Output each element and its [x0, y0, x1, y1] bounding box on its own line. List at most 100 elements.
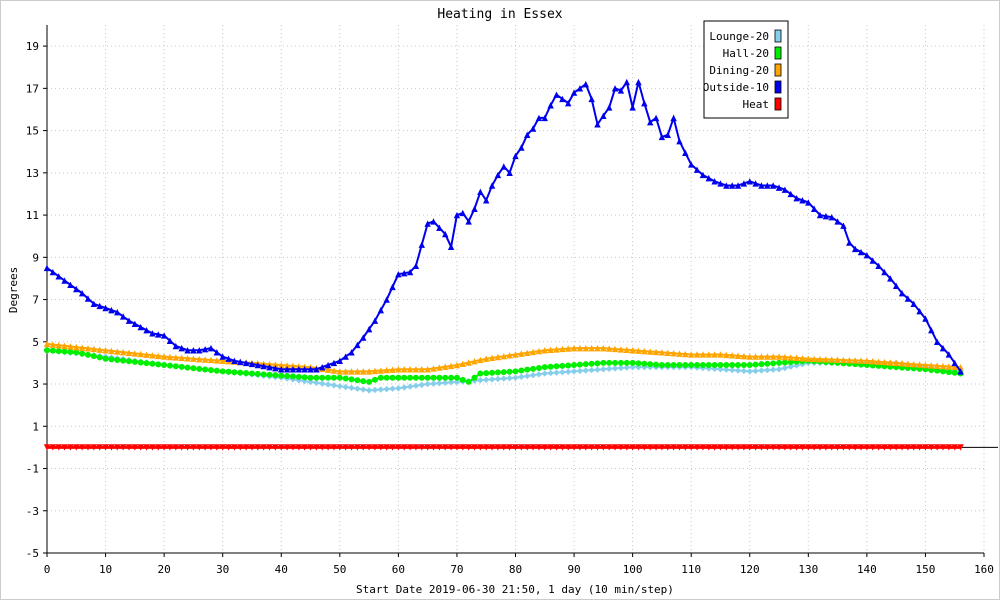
data-point — [307, 444, 314, 451]
data-point — [588, 444, 595, 451]
data-point — [67, 444, 74, 451]
data-point — [705, 444, 712, 451]
data-point — [67, 343, 74, 350]
data-point — [758, 182, 765, 189]
data-point — [735, 362, 742, 369]
data-point — [383, 296, 390, 303]
data-point — [810, 444, 818, 451]
data-point — [219, 444, 226, 451]
data-point — [922, 444, 929, 451]
data-point — [447, 444, 455, 451]
data-point — [61, 348, 68, 355]
data-point — [635, 444, 642, 451]
data-point — [769, 182, 777, 189]
data-point — [594, 360, 601, 367]
data-point — [477, 444, 484, 451]
data-point — [161, 362, 168, 369]
data-point — [348, 444, 355, 451]
data-point — [108, 306, 115, 314]
data-point — [547, 369, 554, 377]
data-point — [945, 363, 953, 370]
data-point — [547, 346, 554, 354]
data-point — [559, 444, 566, 451]
data-point — [149, 352, 156, 359]
data-point — [348, 349, 355, 356]
data-point — [857, 444, 865, 451]
y-tick-label: 15 — [26, 125, 39, 138]
data-point — [102, 347, 109, 354]
data-point — [600, 444, 607, 451]
data-point — [723, 444, 730, 451]
data-point — [336, 444, 344, 451]
data-point — [799, 197, 806, 204]
data-point — [266, 363, 273, 371]
data-point — [740, 444, 748, 451]
data-point — [805, 199, 812, 206]
data-point — [940, 368, 947, 375]
data-point — [664, 349, 671, 356]
data-point — [611, 85, 619, 92]
data-point — [887, 275, 894, 282]
data-point — [506, 444, 513, 451]
data-point — [406, 444, 414, 451]
data-point — [951, 369, 958, 376]
x-tick-label: 160 — [974, 563, 994, 576]
x-tick-label: 20 — [158, 563, 171, 576]
data-point — [524, 349, 531, 356]
data-point — [828, 444, 835, 451]
data-point — [324, 361, 332, 369]
data-point — [547, 102, 554, 109]
data-point — [869, 358, 876, 365]
data-point — [395, 271, 402, 278]
data-point — [248, 370, 255, 377]
data-point — [237, 444, 244, 451]
data-point — [682, 444, 689, 451]
data-point — [723, 182, 730, 189]
data-point — [647, 361, 654, 368]
data-point — [635, 360, 642, 367]
data-point — [518, 367, 525, 374]
data-point — [518, 350, 525, 357]
data-point — [500, 375, 507, 382]
data-point — [500, 163, 507, 170]
legend-label: Outside-10 — [703, 81, 769, 94]
data-point — [406, 268, 414, 276]
data-point — [904, 360, 912, 367]
data-point — [553, 346, 560, 353]
data-point — [366, 378, 373, 385]
data-point — [594, 121, 601, 128]
data-point — [483, 370, 490, 377]
data-point — [635, 78, 642, 86]
data-point — [201, 356, 209, 363]
data-point — [114, 309, 121, 316]
data-point — [705, 362, 712, 369]
data-point — [617, 444, 625, 451]
data-point — [629, 444, 636, 451]
data-point — [875, 262, 882, 269]
data-point — [494, 353, 502, 361]
data-point — [787, 190, 794, 198]
data-point — [588, 344, 595, 352]
data-point — [67, 348, 74, 355]
y-tick-label: 3 — [32, 378, 39, 391]
data-point — [319, 363, 326, 371]
data-point — [910, 360, 917, 368]
data-point — [289, 362, 297, 370]
data-point — [90, 444, 98, 451]
data-point — [155, 352, 162, 360]
data-point — [307, 366, 314, 373]
data-point — [436, 224, 443, 231]
data-point — [324, 444, 332, 451]
legend-swatch — [774, 80, 782, 94]
data-point — [342, 353, 349, 360]
data-point — [395, 385, 402, 392]
y-axis-label: Degrees — [7, 267, 20, 313]
data-point — [149, 444, 156, 451]
data-point — [705, 351, 712, 358]
data-point — [664, 444, 671, 451]
data-point — [319, 444, 326, 451]
data-point — [840, 444, 847, 451]
data-point — [389, 385, 396, 392]
data-point — [342, 383, 349, 391]
data-point — [184, 364, 191, 371]
